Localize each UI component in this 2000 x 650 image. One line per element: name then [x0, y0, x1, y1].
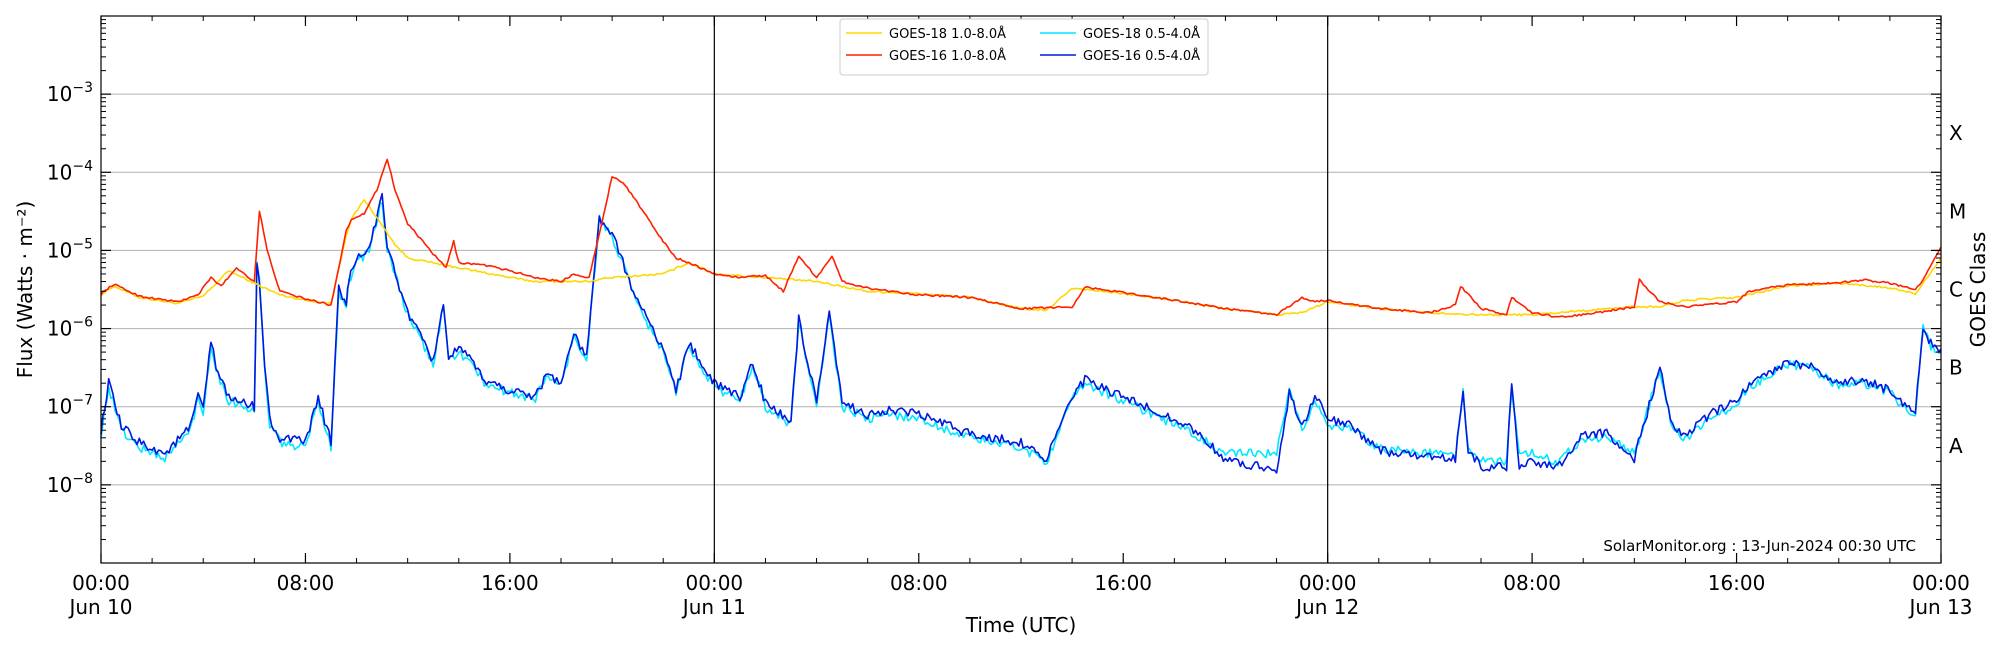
legend-label: GOES-16 1.0-8.0Å — [889, 48, 1006, 64]
x-tick-date-label: Jun 11 — [681, 595, 746, 619]
goes-class-label: C — [1949, 278, 1963, 302]
goes-class-label: A — [1949, 434, 1963, 458]
series-line-4 — [100, 192, 1942, 474]
x-tick-date-label: Jun 10 — [67, 595, 132, 619]
y-tick-label: 10−4 — [47, 158, 93, 184]
y-tick-label: 10−6 — [47, 315, 93, 341]
day-separator-layer — [713, 16, 1329, 563]
y-tick-label: 10−8 — [47, 471, 93, 497]
x-tick-label: 16:00 — [1708, 571, 1766, 595]
legend: GOES-18 1.0-8.0Å GOES-16 1.0-8.0Å GOES-18 … — [839, 18, 1209, 76]
goes-class-layer: A B C M X — [1949, 121, 1966, 458]
goes-class-axis-title: GOES Class — [1966, 232, 1990, 348]
goes-class-label: B — [1949, 356, 1963, 380]
series-line-2 — [100, 158, 1942, 318]
x-tick-date-label: Jun 13 — [1907, 595, 1972, 619]
legend-box — [839, 18, 1209, 76]
legend-label: GOES-18 1.0-8.0Å — [889, 26, 1006, 42]
series-layer — [100, 158, 1942, 474]
goes-class-label: X — [1949, 121, 1963, 145]
x-tick-label: 00:00 — [1912, 571, 1970, 595]
x-tick-date-label: Jun 12 — [1294, 595, 1359, 619]
x-tick-label: 00:00 — [686, 571, 744, 595]
legend-label: GOES-16 0.5-4.0Å — [1083, 48, 1200, 64]
goes-class-label: M — [1949, 199, 1966, 223]
x-axis-title: Time (UTC) — [965, 613, 1077, 637]
y-tick-label: 10−3 — [47, 80, 93, 106]
y-tick-label: 10−5 — [47, 236, 93, 262]
y-tick-label: 10−7 — [47, 393, 93, 419]
x-tick-label: 08:00 — [277, 571, 335, 595]
x-tick-label: 16:00 — [481, 571, 539, 595]
x-tick-label: 08:00 — [1503, 571, 1561, 595]
series-line-3 — [100, 202, 1942, 467]
x-tick-label: 00:00 — [1299, 571, 1357, 595]
legend-label: GOES-18 0.5-4.0Å — [1083, 26, 1200, 42]
y-axis-title: Flux (Watts · m⁻²) — [13, 201, 37, 379]
x-tick-label: 08:00 — [890, 571, 948, 595]
x-tick-label: 00:00 — [72, 571, 130, 595]
x-tick-label: 16:00 — [1094, 571, 1152, 595]
y-tick-layer: 10−8 10−7 10−6 10−5 10−4 10−3 — [47, 19, 1941, 540]
grid-layer — [101, 93, 1941, 486]
credit-text: SolarMonitor.org : 13-Jun-2024 00:30 UTC — [1603, 537, 1916, 555]
